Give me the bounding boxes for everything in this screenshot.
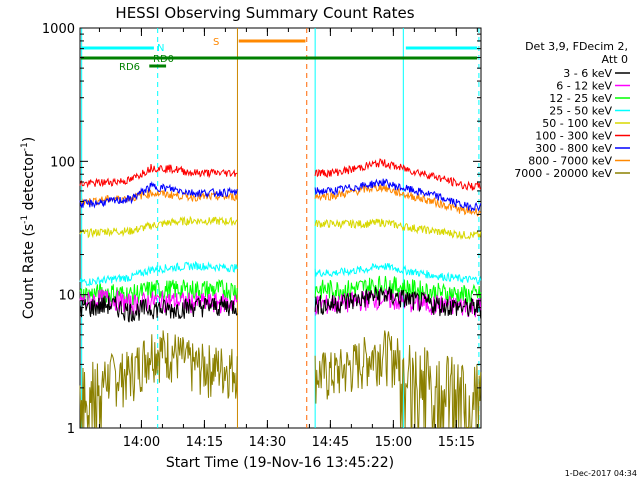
legend-label-5: 100 - 300 keV (535, 130, 612, 143)
legend-label-8: 7000 - 20000 keV (514, 167, 612, 180)
timestamp: 1-Dec-2017 04:34 (565, 469, 637, 478)
series-line-4-0 (79, 215, 238, 239)
legend-label-2: 12 - 25 keV (549, 92, 612, 105)
series-50-100-keV (79, 215, 482, 241)
annotation-s: S (213, 37, 219, 48)
y-label-sup1: -1 (20, 215, 30, 224)
y-label-part1: Count Rate (s (21, 224, 37, 319)
series-line-5-0 (79, 164, 238, 189)
x-tick-label-5: 15:15 (438, 435, 475, 450)
x-tick-label-3: 14:45 (312, 435, 349, 450)
series-100-300-keV (79, 158, 482, 191)
series-line-8-1 (314, 330, 482, 428)
legend-label-3: 25 - 50 keV (549, 105, 612, 118)
series-line-7-1 (314, 184, 482, 217)
y-label-part3: ) (21, 137, 37, 142)
legend-label-6: 300 - 800 keV (535, 142, 612, 155)
x-axis-label: Start Time (19-Nov-16 13:45:22) (166, 455, 394, 471)
series-line-2-1 (314, 275, 482, 305)
series-300-800-keV (79, 178, 482, 213)
legend-label-4: 50 - 100 keV (542, 117, 612, 130)
series-3-6-keV (79, 286, 482, 323)
legend-header-1: Att 0 (602, 53, 628, 66)
x-tick-label-4: 15:00 (375, 435, 412, 450)
chart-title: HESSI Observing Summary Count Rates (115, 4, 414, 22)
series-line-4-1 (314, 218, 482, 241)
legend-label-7: 800 - 7000 keV (528, 155, 612, 168)
legend-label-1: 6 - 12 keV (556, 80, 612, 93)
annotation-layer: N S RD0 RD6 (80, 37, 478, 73)
series-line-5-1 (314, 158, 482, 191)
series-line-3-1 (314, 263, 482, 285)
series-25-50-keV (79, 260, 482, 287)
y-tick-label-3: 1000 (42, 22, 75, 37)
y-tick-label-0: 1 (67, 422, 75, 437)
y-axis-label: Count Rate (s-1 detector-1) (20, 137, 37, 319)
legend-label-0: 3 - 6 keV (563, 67, 612, 80)
x-tick-label-0: 14:00 (123, 435, 160, 450)
series-line-1-0 (79, 289, 238, 315)
series-line-6-0 (79, 181, 238, 209)
y-tick-label-1: 10 (58, 289, 75, 304)
x-tick-label-2: 14:30 (249, 435, 286, 450)
plot-frame (79, 27, 482, 429)
annotation-rd6: RD6 (119, 62, 140, 73)
series-line-3-0 (79, 260, 238, 287)
annotation-rd0: RD0 (153, 54, 174, 65)
series-7000-20000-keV (79, 330, 482, 428)
series-12-25-keV (79, 275, 482, 306)
axis-ticks: 1 10 100 1000 14:00 14:15 14:30 14:45 15:00 15:15 (42, 22, 481, 450)
y-label-part2: detector (21, 151, 37, 215)
series-layer (79, 158, 482, 428)
series-line-0-1 (314, 286, 482, 319)
annotation-n: N (157, 43, 164, 54)
series-line-8-0 (79, 330, 238, 428)
series-line-0-0 (79, 295, 238, 323)
y-tick-label-2: 100 (50, 155, 75, 170)
series-line-2-0 (79, 279, 238, 306)
legend-header-0: Det 3,9, FDecim 2, (525, 40, 628, 53)
x-tick-label-1: 14:15 (186, 435, 223, 450)
y-label-sup2: -1 (20, 142, 30, 151)
series-line-6-1 (314, 178, 482, 213)
